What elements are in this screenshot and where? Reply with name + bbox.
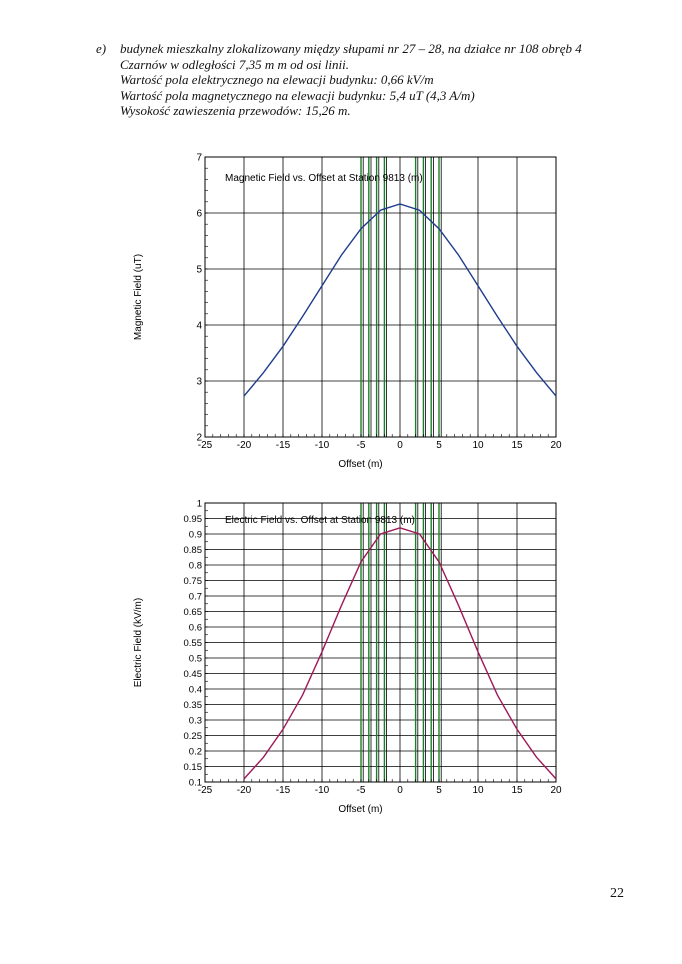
x-tick-label: -10 [315,440,330,451]
plot-border [204,156,557,438]
chart-title: Magnetic Field vs. Offset at Station 981… [225,173,423,184]
series-line [243,203,557,397]
y-tick-label: 0.45 [184,669,203,680]
electric-field-chart: Electric Field vs. Offset at Station 981… [133,499,562,816]
x-tick-label: -5 [357,785,366,796]
magnetic-field-chart: Magnetic Field vs. Offset at Station 981… [133,153,562,471]
x-tick-label: 0 [397,440,403,451]
series-line [243,527,557,780]
y-tick-label: 0.15 [184,762,203,773]
text-line: Wartość pola magnetycznego na elewacji b… [120,87,475,103]
y-tick-label: 0.3 [189,716,202,727]
y-tick-label: 0.1 [189,778,202,789]
text-line: Wysokość zawieszenia przewodów: 15,26 m. [120,103,351,118]
text-line: Wartość pola elektrycznego na elewacji b… [120,72,434,87]
x-tick-label: -20 [237,785,252,796]
y-tick-label: 4 [196,321,202,332]
x-tick-label: 20 [550,785,562,796]
x-tick-label: 5 [436,440,442,451]
y-tick-label: 0.4 [189,685,202,696]
y-tick-label: 0.6 [189,623,202,634]
x-tick-label: 10 [472,440,484,451]
y-axis-label: Magnetic Field (uT) [133,254,144,340]
y-tick-label: 0.75 [184,576,203,587]
y-tick-label: 0.9 [189,530,202,541]
x-tick-label: 20 [550,440,562,451]
y-axis-label: Electric Field (kV/m) [133,598,144,687]
x-tick-label: -15 [276,440,291,451]
y-tick-label: 0.85 [184,545,203,556]
plot-border [204,502,557,783]
chart-title: Electric Field vs. Offset at Station 981… [225,515,415,526]
x-tick-label: -25 [198,440,213,451]
x-axis-label: Offset (m) [338,804,382,815]
y-tick-label: 0.95 [184,514,203,525]
y-tick-label: 2 [196,433,202,444]
x-tick-label: 10 [472,785,484,796]
x-tick-label: -5 [357,440,366,451]
plot-area [205,157,556,437]
text-line: budynek mieszkalny zlokalizowany między … [120,41,582,56]
text-line: Czarnów w odległości 7,35 m m od osi lin… [120,56,349,72]
list-marker: e) [96,41,107,56]
y-tick-label: 1 [197,499,202,510]
y-tick-label: 0.5 [189,654,202,665]
x-tick-label: 15 [511,785,523,796]
page-number: 22 [610,886,624,901]
y-tick-label: 0.25 [184,731,203,742]
x-tick-label: 0 [397,785,403,796]
x-tick-label: -20 [237,440,252,451]
x-tick-label: 5 [436,785,442,796]
y-tick-label: 5 [196,265,202,276]
x-tick-label: -25 [198,785,213,796]
y-tick-label: 7 [196,153,202,164]
y-tick-label: 0.55 [184,638,203,649]
x-axis-label: Offset (m) [338,459,382,470]
y-tick-label: 0.35 [184,700,203,711]
y-tick-label: 0.7 [189,592,202,603]
x-tick-label: 15 [511,440,523,451]
y-tick-label: 6 [196,209,202,220]
y-tick-label: 3 [196,377,202,388]
y-tick-label: 0.8 [189,561,202,572]
y-tick-label: 0.2 [189,747,202,758]
document-text: e) budynek mieszkalny zlokalizowany międ… [96,41,582,119]
x-tick-label: -10 [315,785,330,796]
y-tick-label: 0.65 [184,607,203,618]
x-tick-label: -15 [276,785,291,796]
